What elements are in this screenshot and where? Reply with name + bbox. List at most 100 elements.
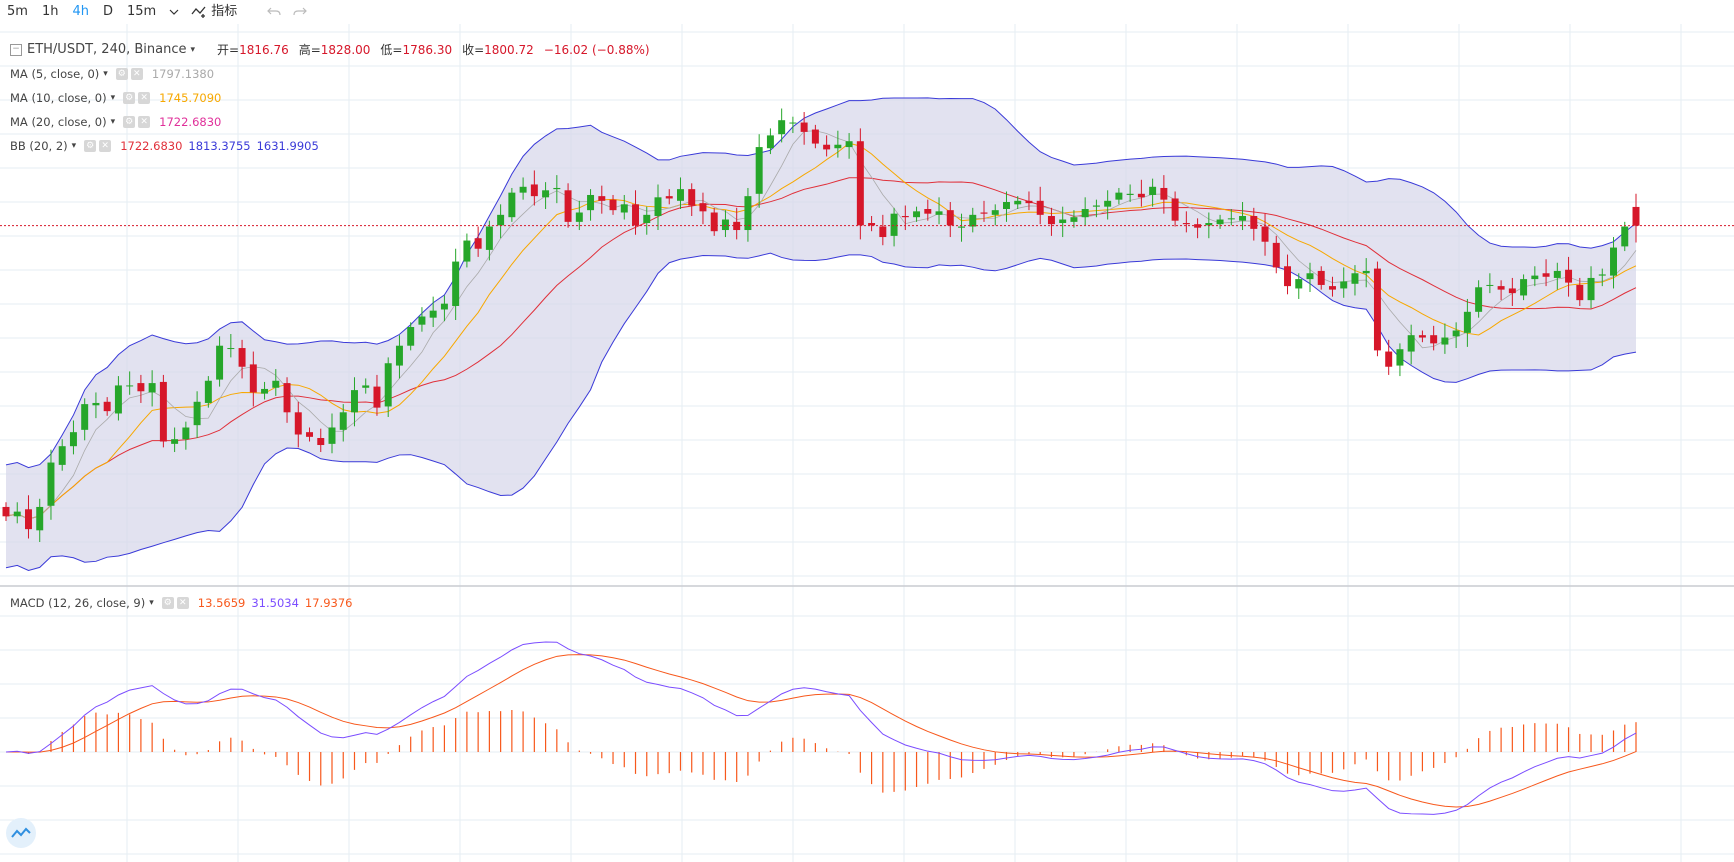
- candle-body: [1149, 186, 1157, 195]
- candle-body: [1373, 268, 1381, 351]
- candle-body: [1239, 216, 1247, 221]
- candle-body: [553, 187, 561, 190]
- candle-body: [373, 386, 381, 408]
- candle-body: [1115, 192, 1123, 200]
- candle-body: [1621, 226, 1629, 247]
- collapse-icon[interactable]: −: [10, 43, 22, 56]
- candle-body: [1002, 201, 1010, 209]
- chevron-down-icon[interactable]: ▾: [110, 117, 116, 127]
- candle-body: [1126, 193, 1134, 195]
- price-chart[interactable]: [0, 24, 1734, 862]
- candle-body: [1351, 273, 1359, 284]
- candle-body: [1014, 200, 1022, 205]
- settings-icon[interactable]: ⚙: [123, 92, 136, 104]
- interval-d-button[interactable]: D: [102, 4, 113, 19]
- candle-body: [159, 381, 167, 442]
- candle-body: [418, 316, 426, 325]
- candle-body: [272, 380, 280, 388]
- candle-body: [609, 199, 617, 211]
- macd-hist-value: 13.5659: [197, 596, 246, 610]
- chevron-down-icon[interactable]: [163, 8, 185, 16]
- open-value: 1816.76: [239, 42, 289, 57]
- interval-4h-button[interactable]: 4h: [72, 4, 89, 19]
- ma20-label[interactable]: MA (20, close, 0): [10, 115, 107, 129]
- bollinger-upper-line: [5, 97, 1637, 469]
- candle-body: [452, 261, 460, 306]
- candle-body: [69, 432, 77, 447]
- candle-body: [1508, 288, 1516, 294]
- chevron-down-icon[interactable]: ▾: [103, 69, 108, 79]
- tradingview-logo-icon[interactable]: [6, 818, 36, 848]
- candle-body: [766, 135, 774, 149]
- candle-body: [1565, 269, 1573, 283]
- interval-5m-button[interactable]: 5m: [7, 4, 28, 19]
- candle-body: [294, 412, 302, 435]
- candle-body: [924, 209, 932, 214]
- chevron-down-icon[interactable]: ▾: [190, 44, 196, 55]
- symbol-label[interactable]: ETH/USDT, 240, Binance: [27, 42, 187, 57]
- redo-icon[interactable]: [287, 7, 313, 17]
- candle-body: [856, 141, 864, 226]
- candle-body: [395, 345, 403, 366]
- candle-body: [283, 383, 291, 413]
- ma10-value: 1745.7090: [159, 91, 222, 105]
- bollinger-band-fill: [6, 97, 1636, 571]
- candle-body: [92, 402, 100, 406]
- candle-body: [126, 385, 134, 387]
- candle-body: [440, 303, 448, 310]
- close-icon[interactable]: ✕: [138, 116, 151, 128]
- settings-icon[interactable]: ⚙: [161, 597, 174, 609]
- candle-body: [1340, 281, 1348, 289]
- candle-body: [935, 211, 943, 215]
- undo-icon[interactable]: [261, 7, 287, 17]
- candle-body: [114, 385, 122, 414]
- candle-body: [24, 509, 32, 530]
- bb-upper-value: 1813.3755: [188, 139, 251, 153]
- candle-body: [1160, 187, 1168, 200]
- macd-label[interactable]: MACD (12, 26, close, 9): [10, 596, 146, 610]
- candle-body: [306, 432, 314, 437]
- candle-body: [946, 210, 954, 226]
- symbol-legend: − ETH/USDT, 240, Binance ▾ 开= 1816.76 高=…: [0, 41, 650, 58]
- candle-body: [778, 120, 786, 135]
- close-icon[interactable]: ✕: [176, 597, 189, 609]
- indicators-button[interactable]: 指标: [185, 0, 243, 24]
- candle-body: [710, 212, 718, 232]
- interval-15m-button[interactable]: 15m: [126, 4, 157, 19]
- ma10-label[interactable]: MA (10, close, 0): [10, 91, 107, 105]
- high-value: 1828.00: [320, 42, 371, 57]
- chevron-down-icon[interactable]: ▾: [110, 93, 116, 103]
- candle-body: [575, 212, 583, 222]
- candle-body: [339, 412, 347, 430]
- interval-1h-button[interactable]: 1h: [41, 4, 59, 19]
- candle-body: [834, 144, 842, 149]
- macd-value: 31.5034: [251, 596, 299, 610]
- settings-icon[interactable]: ⚙: [84, 140, 97, 152]
- settings-icon[interactable]: ⚙: [123, 116, 136, 128]
- close-icon[interactable]: ✕: [130, 68, 143, 80]
- bb-label[interactable]: BB (20, 2): [10, 139, 68, 153]
- bb-basis-value: 1722.6830: [120, 139, 183, 153]
- candle-body: [744, 196, 752, 231]
- chevron-down-icon[interactable]: ▾: [71, 141, 77, 151]
- candle-body: [1598, 274, 1606, 276]
- candle-body: [676, 189, 684, 201]
- candle-body: [1205, 223, 1213, 226]
- candle-body: [171, 439, 179, 444]
- candle-body: [721, 219, 729, 231]
- settings-icon[interactable]: ⚙: [115, 68, 128, 80]
- change-value: −16.02 (−0.88%): [543, 42, 650, 57]
- candle-body: [632, 204, 640, 226]
- high-label: 高=: [298, 43, 321, 57]
- candle-body: [530, 184, 538, 197]
- close-label: 收=: [462, 43, 485, 57]
- close-icon[interactable]: ✕: [138, 92, 151, 104]
- candle-body: [1092, 205, 1100, 207]
- candle-body: [699, 203, 707, 212]
- ma5-label[interactable]: MA (5, close, 0): [10, 67, 100, 81]
- candle-body: [1418, 335, 1426, 338]
- close-icon[interactable]: ✕: [99, 140, 112, 152]
- ma5-legend: MA (5, close, 0) ▾ ⚙ ✕ 1797.1380: [10, 67, 214, 81]
- chevron-down-icon[interactable]: ▾: [149, 598, 154, 608]
- ma20-value: 1722.6830: [159, 115, 222, 129]
